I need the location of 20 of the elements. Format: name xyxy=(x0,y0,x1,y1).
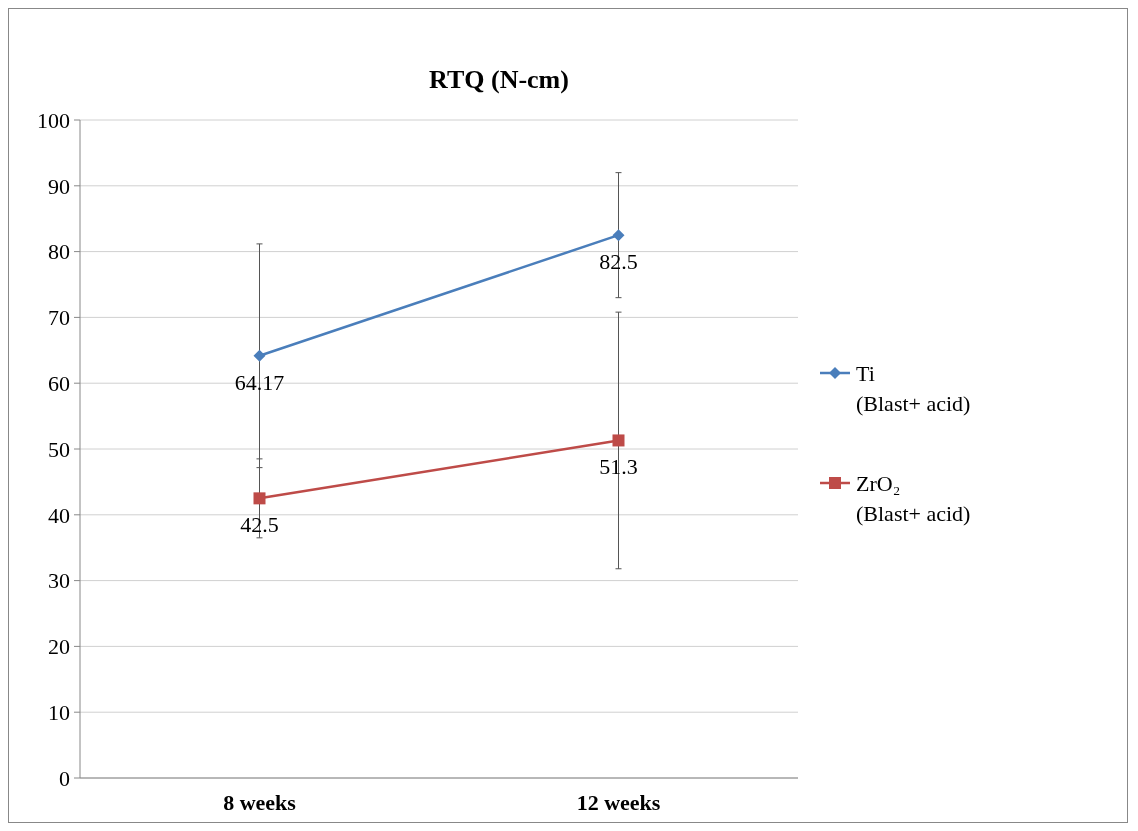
y-tick-label: 30 xyxy=(48,568,70,594)
y-tick-label: 40 xyxy=(48,502,70,528)
point xyxy=(253,349,266,362)
legend-label: ZrO₂ (Blast+ acid) xyxy=(856,470,971,526)
point xyxy=(253,492,266,505)
y-tick-label: 10 xyxy=(48,699,70,725)
y-tick-label: 50 xyxy=(48,436,70,462)
x-tick-label: 8 weeks xyxy=(223,790,297,815)
y-tick-label: 100 xyxy=(37,107,70,133)
y-tick-label: 90 xyxy=(48,173,70,199)
y-tick-label: 0 xyxy=(59,765,70,791)
point xyxy=(612,229,625,242)
legend-label: Ti (Blast+ acid) xyxy=(856,360,971,416)
point xyxy=(612,434,625,447)
y-tick-label: 80 xyxy=(48,239,70,265)
y-tick-label: 70 xyxy=(48,305,70,331)
y-tick-label: 60 xyxy=(48,370,70,396)
x-tick-label: 12 weeks xyxy=(576,790,661,815)
chart-title: RTQ (N-cm) xyxy=(429,65,569,94)
y-tick-label: 20 xyxy=(48,634,70,660)
